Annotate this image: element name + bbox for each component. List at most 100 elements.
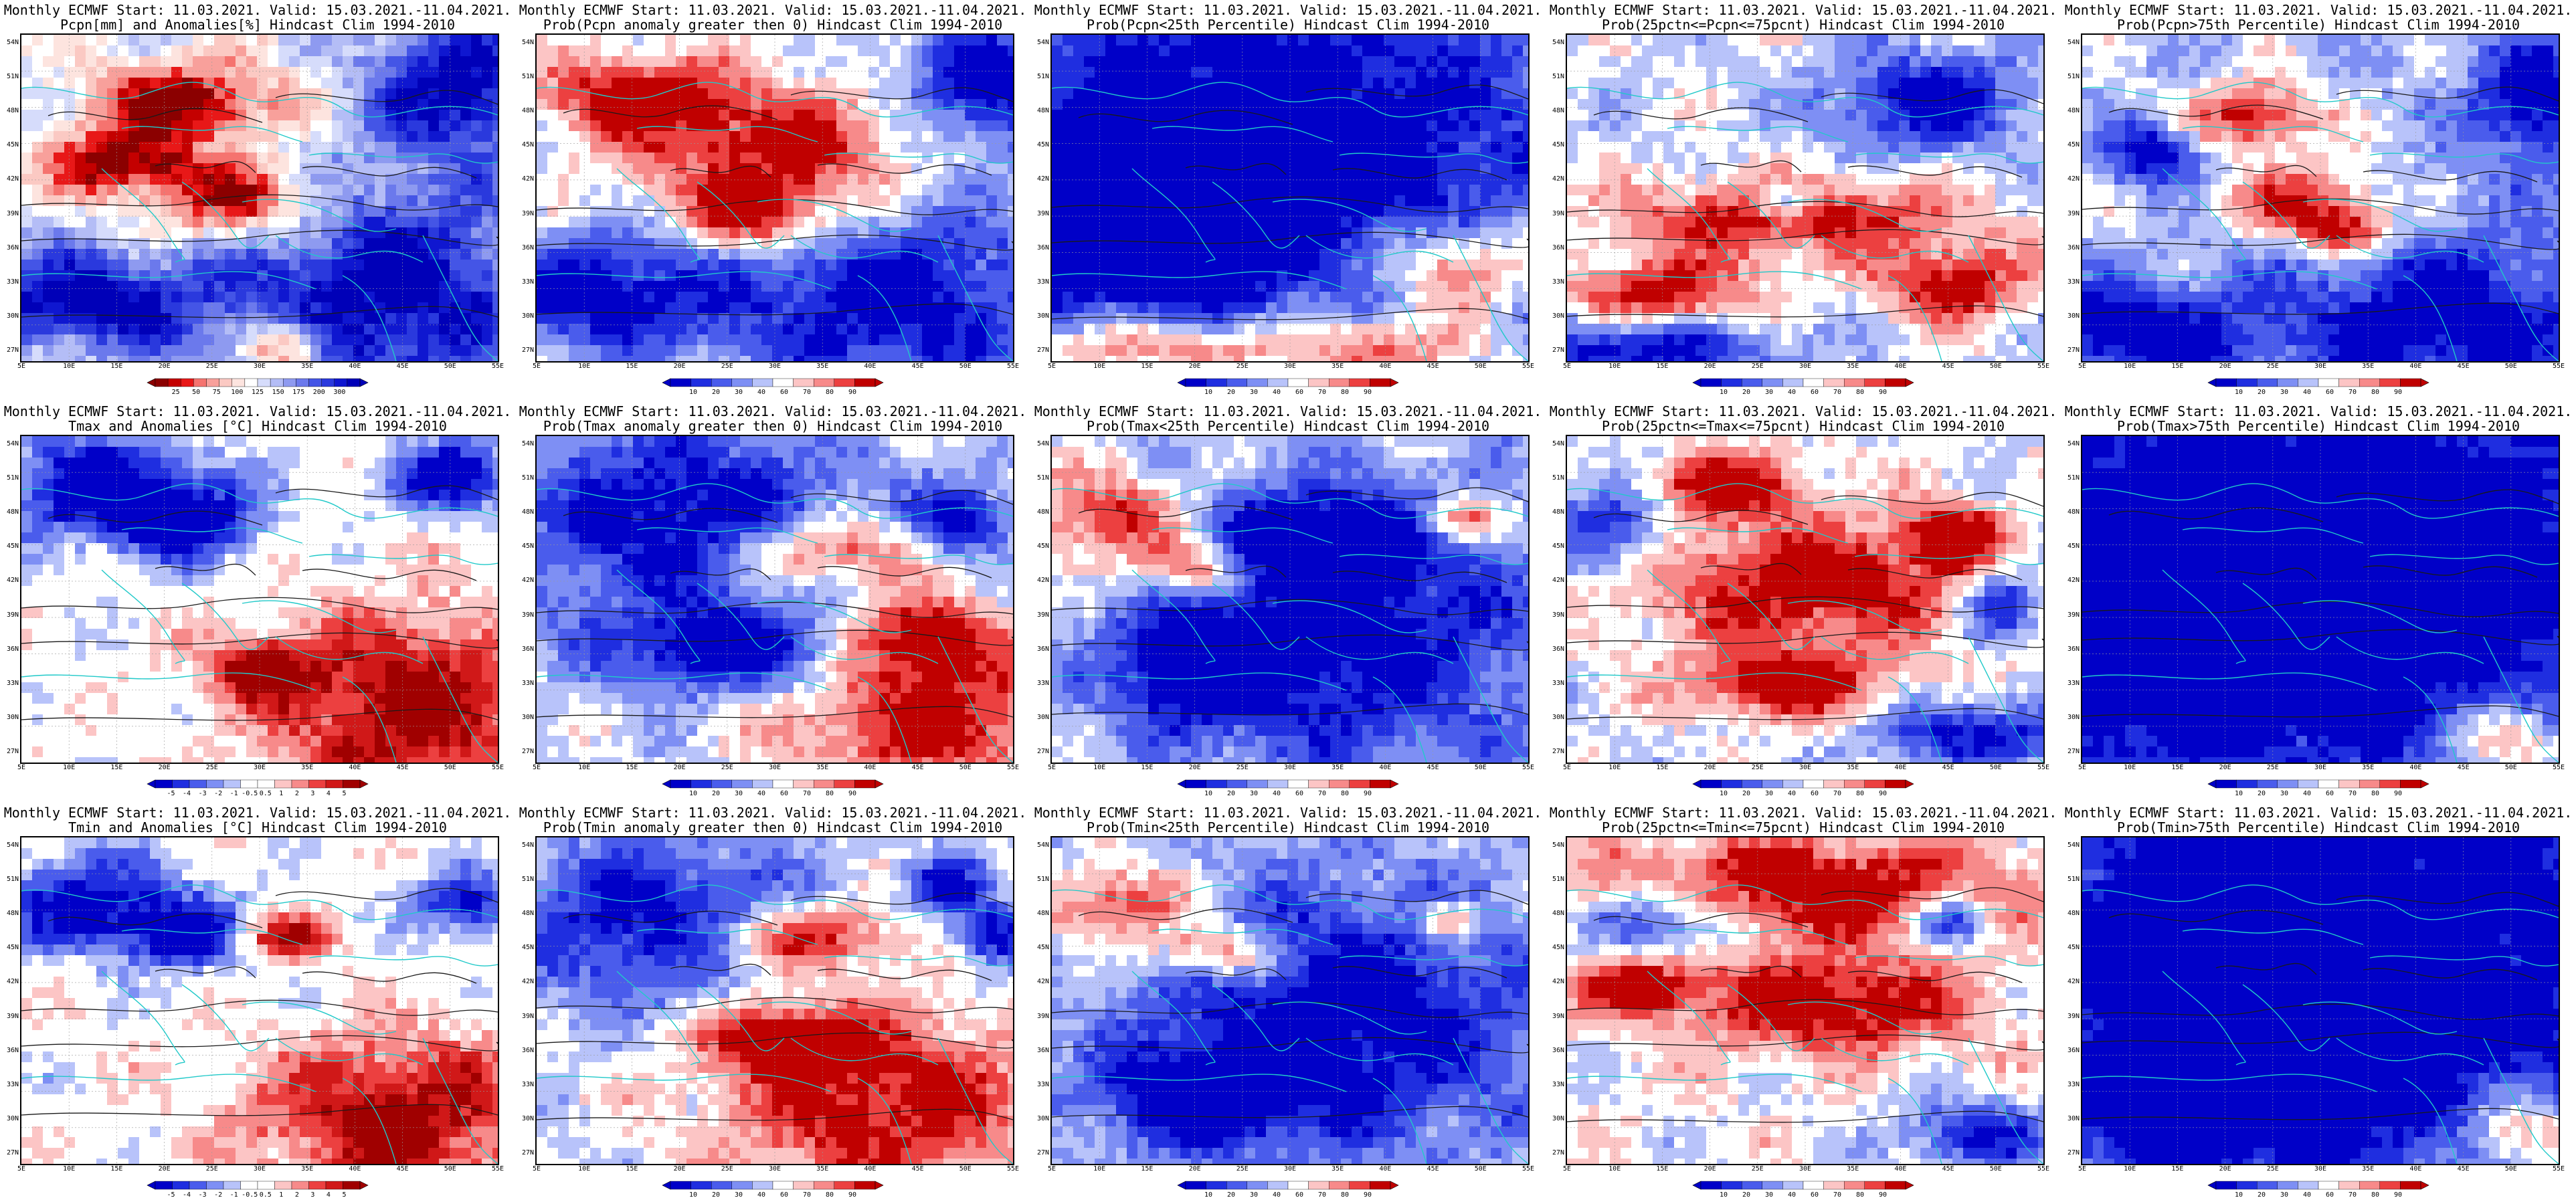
colorbar-tick-label: 30 — [1244, 389, 1264, 396]
isolines — [537, 490, 1013, 718]
latitude-tick-label: 36N — [2061, 1047, 2080, 1054]
latitude-tick-label: 45N — [1546, 944, 1564, 951]
colorbar-tick-label: 10 — [1198, 389, 1218, 396]
longitude-tick-label: 55E — [1518, 764, 1538, 771]
panel-title-line2: Prob(Tmin anomaly greater then 0) Hindca… — [515, 820, 1030, 835]
colorbar-tick-label: 10 — [1714, 389, 1734, 396]
colorbar-tick-label: 0.5 — [256, 1191, 276, 1199]
longitude-tick-label: 25E — [1748, 764, 1768, 771]
isolines — [21, 485, 498, 721]
colorbar-tick-label: 200 — [309, 389, 329, 396]
longitude-tick-label: 55E — [1003, 363, 1023, 370]
isolines — [2082, 892, 2559, 1120]
colorbar-tick-label: 70 — [1312, 1191, 1332, 1199]
panel-title-line2: Prob(25pctn<=Tmin<=75pcnt) Hindcast Clim… — [1546, 820, 2061, 835]
longitude-tick-label: 15E — [1652, 1165, 1672, 1173]
latitude-tick-label: 27N — [2061, 748, 2080, 755]
colorbar-tick-label: 10 — [2229, 790, 2249, 797]
panel-title-line2: Pcpn[mm] and Anomalies[%] Hindcast Clim … — [0, 17, 515, 32]
longitude-tick-label: 5E — [2072, 764, 2092, 771]
longitude-tick-label: 55E — [2549, 1165, 2569, 1173]
longitude-tick-label: 55E — [1003, 764, 1023, 771]
latitude-tick-label: 39N — [515, 210, 534, 217]
longitude-tick-label: 20E — [1185, 1165, 1205, 1173]
longitude-tick-label: 45E — [908, 764, 928, 771]
latitude-tick-label: 54N — [515, 841, 534, 849]
map-panel: Monthly ECMWF Start: 11.03.2021. Valid: … — [515, 401, 1030, 803]
longitude-tick-label: 50E — [955, 764, 976, 771]
panel-title-line2: Prob(Tmin>75th Percentile) Hindcast Clim… — [2061, 820, 2576, 835]
latitude-tick-label: 33N — [515, 680, 534, 687]
longitude-tick-label: 10E — [2120, 1165, 2140, 1173]
latitude-tick-label: 30N — [515, 714, 534, 721]
longitude-tick-label: 50E — [2501, 764, 2521, 771]
longitude-tick-label: 35E — [1327, 764, 1348, 771]
shaded-field — [2082, 35, 2559, 361]
colorbar-tick-label: 60 — [774, 1191, 794, 1199]
longitude-tick-label: 35E — [297, 1165, 317, 1173]
longitude-tick-label: 10E — [59, 764, 79, 771]
latitude-tick-label: 42N — [1546, 175, 1564, 183]
longitude-tick-label: 50E — [1986, 764, 2006, 771]
colorbar-tick-label: 20 — [1221, 389, 1241, 396]
colorbar — [662, 1181, 884, 1190]
latitude-tick-label: 42N — [2061, 175, 2080, 183]
longitude-tick-label: 30E — [1280, 1165, 1300, 1173]
latitude-tick-label: 27N — [1030, 1149, 1049, 1157]
longitude-tick-label: 55E — [488, 363, 508, 370]
latitude-tick-label: 33N — [515, 1081, 534, 1088]
latitude-tick-label: 30N — [0, 312, 19, 320]
colorbar-tick-label: 20 — [1221, 790, 1241, 797]
longitude-tick-label: 45E — [908, 1165, 928, 1173]
colorbar-tick-label: -3 — [193, 1191, 213, 1199]
longitude-tick-label: 30E — [1280, 363, 1300, 370]
map-plot — [535, 33, 1014, 363]
map-plot — [2081, 435, 2560, 764]
latitude-tick-label: 33N — [0, 680, 19, 687]
latitude-tick-label: 36N — [515, 645, 534, 653]
longitude-tick-label: 5E — [527, 1165, 547, 1173]
map-panel: Monthly ECMWF Start: 11.03.2021. Valid: … — [2061, 0, 2576, 401]
panel-title-line2: Prob(Tmax anomaly greater then 0) Hindca… — [515, 419, 1030, 433]
longitude-tick-label: 15E — [1137, 1165, 1157, 1173]
colorbar-tick-label: 90 — [2388, 790, 2408, 797]
colorbar-tick-label: 80 — [820, 1191, 840, 1199]
colorbar-tick-label: 60 — [2320, 389, 2340, 396]
coastlines-borders — [1052, 483, 1528, 763]
colorbar-tick-label: 90 — [2388, 389, 2408, 396]
coastlines-borders — [2082, 483, 2559, 763]
colorbar-tick-label: 40 — [1782, 389, 1802, 396]
latitude-tick-label: 45N — [515, 944, 534, 951]
longitude-tick-label: 45E — [2454, 363, 2474, 370]
longitude-tick-label: 10E — [1604, 363, 1625, 370]
latitude-tick-label: 51N — [1546, 474, 1564, 482]
map-plot — [2081, 836, 2560, 1165]
panel-title-line2: Prob(Tmax<25th Percentile) Hindcast Clim… — [1030, 419, 1546, 433]
longitude-tick-label: 30E — [765, 363, 785, 370]
latitude-tick-label: 48N — [1030, 910, 1049, 917]
shaded-field — [537, 436, 1013, 763]
graticule — [1567, 837, 2043, 1164]
longitude-tick-label: 40E — [860, 363, 880, 370]
colorbar-tick-label: 80 — [2365, 790, 2385, 797]
map-plot — [535, 435, 1014, 764]
longitude-tick-label: 50E — [440, 363, 460, 370]
colorbar-tick-label: 80 — [2365, 389, 2385, 396]
longitude-tick-label: 50E — [1986, 363, 2006, 370]
panel-title-line2: Prob(25pctn<=Tmax<=75pcnt) Hindcast Clim… — [1546, 419, 2061, 433]
latitude-tick-label: 42N — [1030, 978, 1049, 985]
latitude-tick-label: 42N — [2061, 978, 2080, 985]
map-plot — [1566, 435, 2045, 764]
map-panel: Monthly ECMWF Start: 11.03.2021. Valid: … — [1030, 401, 1546, 803]
longitude-tick-label: 5E — [11, 1165, 31, 1173]
map-plot — [1050, 836, 1530, 1165]
latitude-tick-label: 51N — [0, 876, 19, 883]
latitude-tick-label: 42N — [1030, 577, 1049, 584]
latitude-tick-label: 33N — [1030, 278, 1049, 286]
longitude-tick-label: 20E — [155, 363, 175, 370]
map-panel: Monthly ECMWF Start: 11.03.2021. Valid: … — [1546, 0, 2061, 401]
longitude-tick-label: 40E — [2405, 764, 2425, 771]
graticule — [1052, 436, 1528, 763]
latitude-tick-label: 48N — [0, 508, 19, 516]
latitude-tick-label: 39N — [1546, 1013, 1564, 1020]
